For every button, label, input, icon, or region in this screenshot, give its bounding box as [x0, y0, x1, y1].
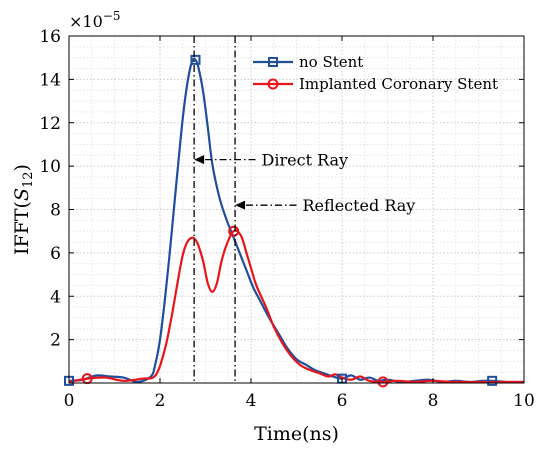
legend: no Stent Implanted Coronary Stent — [253, 53, 498, 93]
y-tick-label: 14 — [39, 70, 61, 90]
data-marker — [190, 54, 201, 65]
legend-label-1: Implanted Coronary Stent — [299, 75, 498, 93]
x-axis-label: Time(ns) — [254, 423, 339, 445]
x-tick-label: 8 — [428, 391, 439, 411]
x-tick-label: 10 — [513, 391, 535, 411]
y-axis-exponent: ×10−5 — [69, 9, 120, 31]
data-marker — [377, 376, 389, 388]
legend-label-0: no Stent — [299, 53, 363, 71]
x-tick-label: 2 — [155, 391, 166, 411]
y-tick-label: 12 — [39, 114, 61, 134]
annotation-arrowhead — [235, 200, 246, 210]
data-marker — [487, 375, 498, 386]
x-tick-label: 0 — [64, 391, 75, 411]
y-tick-label: 16 — [39, 27, 61, 47]
axis-ticks: 0 2 4 6 8 10 2 4 6 8 10 12 14 16 — [39, 27, 534, 411]
legend-marker-0 — [268, 57, 278, 67]
data-marker — [228, 225, 240, 237]
y-tick-label: 6 — [50, 244, 61, 264]
y-tick-label: 8 — [50, 201, 61, 221]
data-series — [68, 57, 525, 384]
y-tick-label: 2 — [50, 331, 61, 351]
y-axis-label: IFFT(S12) — [11, 164, 36, 255]
annotation-arrowhead — [194, 155, 205, 165]
annotation-label: Reflected Ray — [303, 196, 416, 215]
y-tick-label: 10 — [39, 157, 61, 177]
y-tick-label: 4 — [50, 287, 61, 307]
annotation-label: Direct Ray — [262, 151, 349, 170]
x-tick-label: 6 — [337, 391, 348, 411]
series-line-1 — [68, 229, 524, 384]
legend-marker-1 — [267, 78, 279, 90]
annotations: Direct Ray Reflected Ray — [194, 151, 416, 215]
x-tick-label: 4 — [246, 391, 257, 411]
